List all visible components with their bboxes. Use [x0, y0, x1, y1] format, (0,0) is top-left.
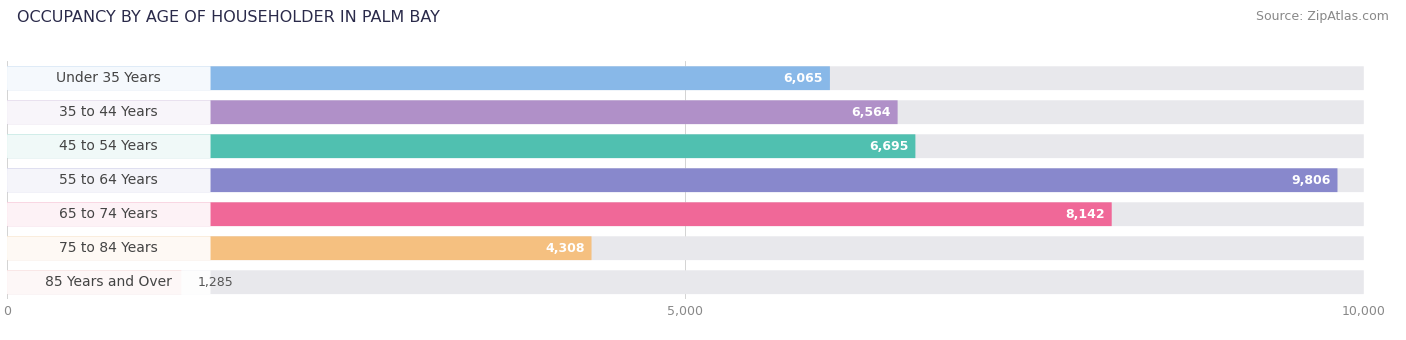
FancyBboxPatch shape [7, 202, 211, 226]
FancyBboxPatch shape [7, 236, 1364, 260]
Text: 4,308: 4,308 [546, 242, 585, 255]
Text: 1,285: 1,285 [198, 276, 233, 289]
FancyBboxPatch shape [7, 66, 211, 90]
FancyBboxPatch shape [7, 66, 1364, 90]
Text: 6,564: 6,564 [852, 106, 891, 119]
Text: 45 to 54 Years: 45 to 54 Years [59, 139, 157, 153]
Text: 85 Years and Over: 85 Years and Over [45, 275, 172, 289]
Text: 65 to 74 Years: 65 to 74 Years [59, 207, 157, 221]
FancyBboxPatch shape [7, 270, 1364, 294]
FancyBboxPatch shape [7, 168, 1364, 192]
FancyBboxPatch shape [7, 134, 915, 158]
Text: 6,065: 6,065 [783, 72, 823, 85]
FancyBboxPatch shape [7, 270, 181, 294]
FancyBboxPatch shape [7, 134, 1364, 158]
FancyBboxPatch shape [7, 270, 211, 294]
Text: Under 35 Years: Under 35 Years [56, 71, 162, 85]
Text: 55 to 64 Years: 55 to 64 Years [59, 173, 157, 187]
Text: 35 to 44 Years: 35 to 44 Years [59, 105, 157, 119]
FancyBboxPatch shape [7, 100, 897, 124]
FancyBboxPatch shape [7, 168, 1337, 192]
Text: OCCUPANCY BY AGE OF HOUSEHOLDER IN PALM BAY: OCCUPANCY BY AGE OF HOUSEHOLDER IN PALM … [17, 10, 440, 25]
Text: 6,695: 6,695 [869, 140, 908, 153]
FancyBboxPatch shape [7, 134, 211, 158]
FancyBboxPatch shape [7, 100, 211, 124]
FancyBboxPatch shape [7, 168, 211, 192]
Text: Source: ZipAtlas.com: Source: ZipAtlas.com [1256, 10, 1389, 23]
FancyBboxPatch shape [7, 202, 1112, 226]
FancyBboxPatch shape [7, 66, 830, 90]
Text: 8,142: 8,142 [1066, 208, 1105, 221]
Text: 9,806: 9,806 [1291, 174, 1330, 187]
FancyBboxPatch shape [7, 236, 211, 260]
FancyBboxPatch shape [7, 202, 1364, 226]
FancyBboxPatch shape [7, 100, 1364, 124]
FancyBboxPatch shape [7, 236, 592, 260]
Text: 75 to 84 Years: 75 to 84 Years [59, 241, 157, 255]
